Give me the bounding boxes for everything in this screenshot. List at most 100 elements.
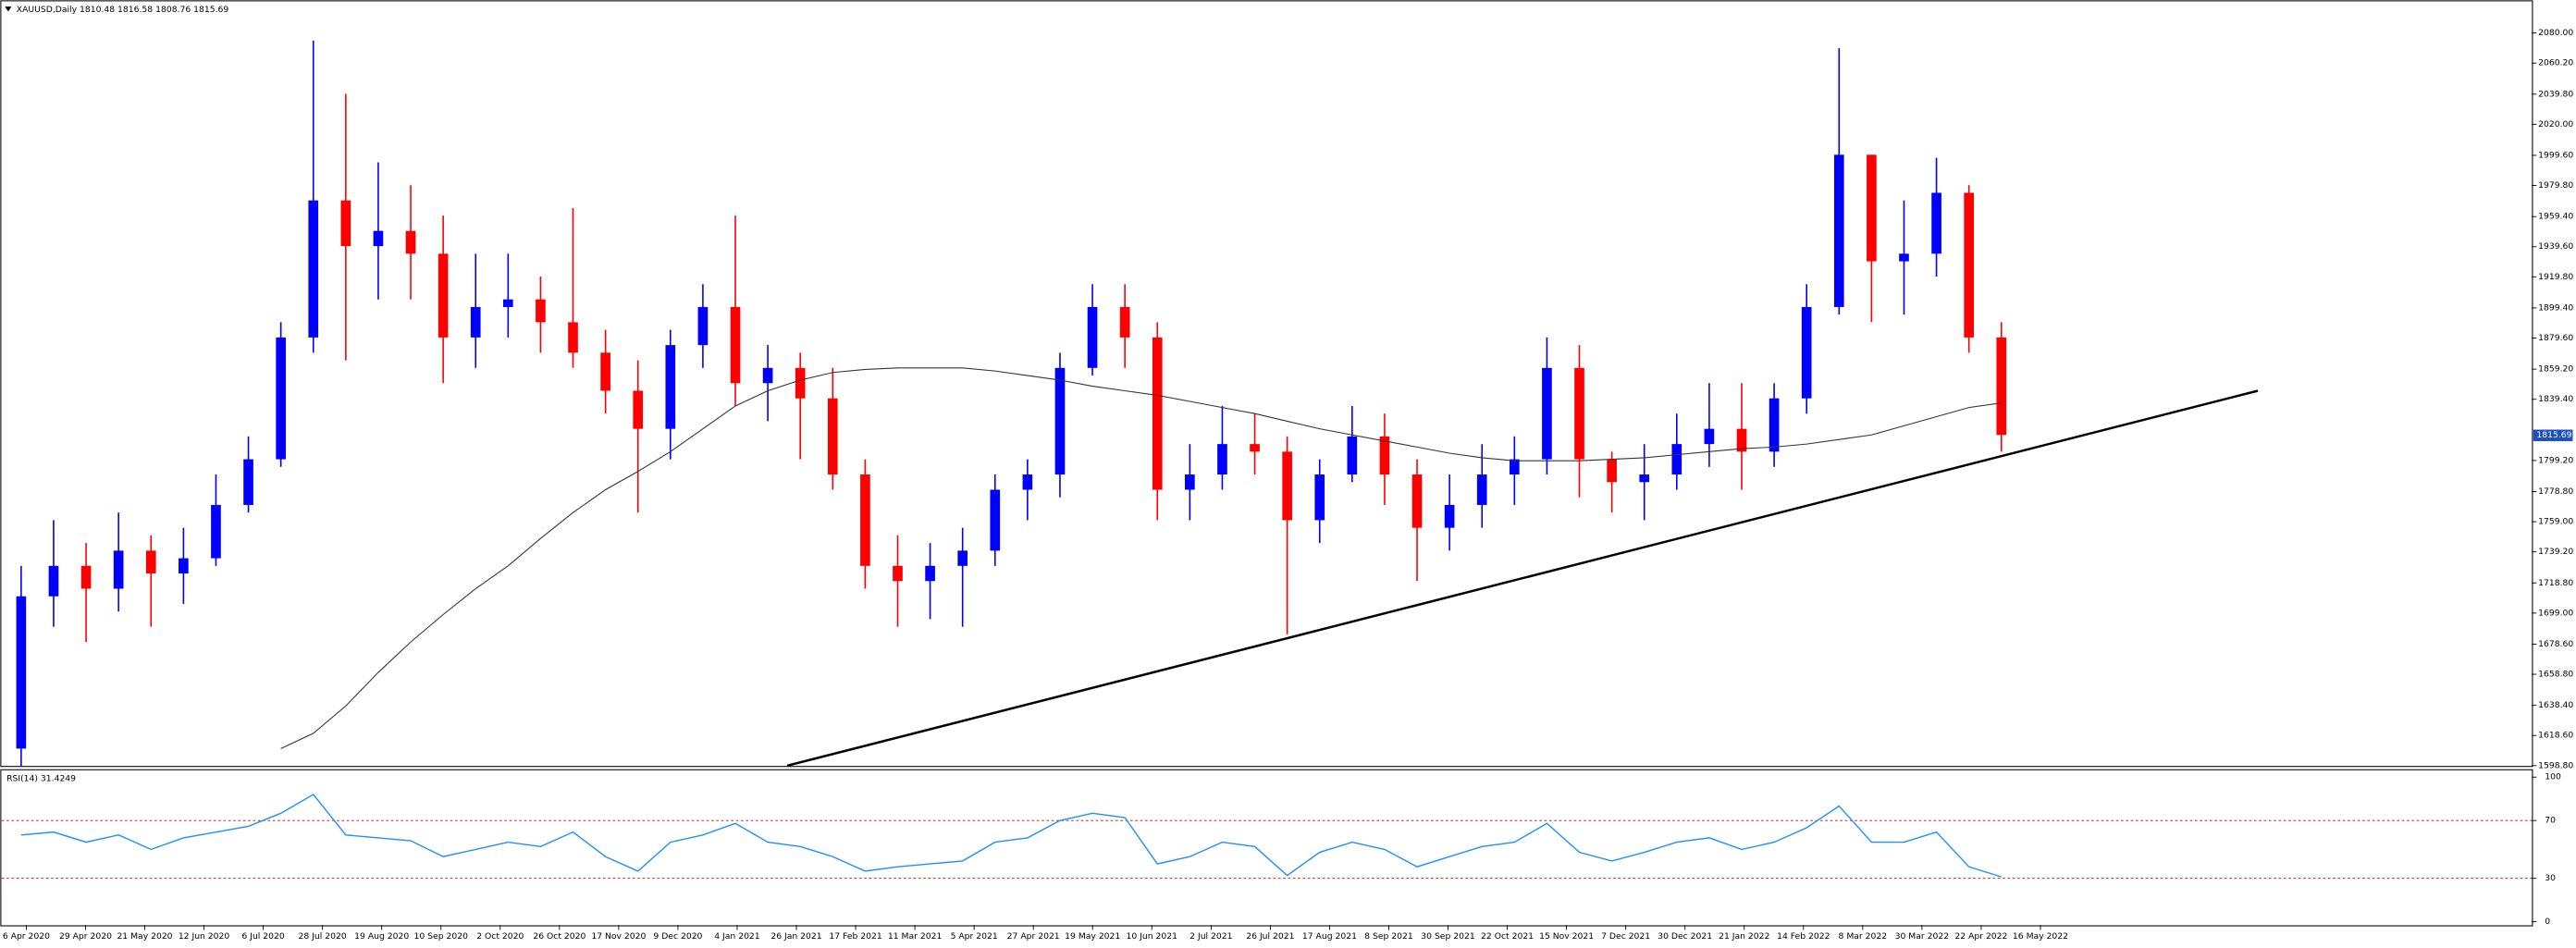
- y-tick-label: 0: [2545, 917, 2550, 927]
- candle-body: [957, 550, 968, 566]
- candle-body: [179, 558, 189, 574]
- candle-body: [536, 299, 546, 323]
- candle-body: [113, 550, 124, 589]
- candle-body: [665, 345, 676, 429]
- candle-body: [600, 352, 610, 391]
- candle-body: [16, 596, 27, 749]
- candle-body: [990, 489, 1001, 551]
- candle-body: [1152, 337, 1163, 490]
- candle-body: [308, 200, 319, 338]
- x-tick-label: 19 Aug 2020: [354, 931, 409, 942]
- candle-body: [1671, 444, 1682, 475]
- rsi-title: RSI(14) 31.4249: [6, 774, 76, 784]
- x-tick-label: 14 Feb 2022: [1777, 931, 1830, 942]
- candle-body: [470, 306, 481, 338]
- candle-body: [1054, 367, 1066, 475]
- y-tick-label: 1778.80: [2538, 486, 2573, 497]
- x-tick-label: 26 Oct 2020: [533, 931, 585, 942]
- candle-body: [568, 322, 578, 353]
- candle-body: [1476, 474, 1487, 505]
- x-tick-label: 21 May 2020: [117, 931, 172, 942]
- y-tick-label: 1959.40: [2538, 212, 2573, 222]
- candle-body: [1087, 306, 1098, 368]
- rsi-line: [20, 794, 2002, 878]
- candle-body: [1931, 192, 1941, 254]
- y-tick-label: 70: [2545, 816, 2556, 826]
- x-tick-label: 5 Apr 2021: [951, 931, 998, 942]
- x-tick-label: 17 Feb 2021: [829, 931, 882, 942]
- candle-body: [1704, 428, 1715, 445]
- y-tick-label: 2080.00: [2538, 28, 2573, 38]
- x-tick-label: 30 Dec 2021: [1658, 931, 1712, 942]
- y-tick-label: 1678.60: [2538, 639, 2573, 649]
- y-tick-label: 2060.20: [2538, 58, 2573, 68]
- candle-body: [1996, 337, 2007, 436]
- x-tick-label: 15 Nov 2021: [1539, 931, 1594, 942]
- candle-body: [1607, 459, 1617, 483]
- x-tick-label: 29 Apr 2020: [59, 931, 112, 942]
- candle-body: [697, 306, 709, 346]
- x-tick-label: 6 Jul 2020: [241, 931, 284, 942]
- x-tick-label: 11 Mar 2021: [888, 931, 943, 942]
- candle-body: [145, 550, 156, 574]
- x-tick-label: 27 Apr 2021: [1007, 931, 1060, 942]
- x-tick-label: 17 Nov 2020: [591, 931, 646, 942]
- x-tick-label: 6 Apr 2020: [3, 931, 50, 942]
- x-tick-label: 4 Jan 2021: [714, 931, 760, 942]
- chart-title: XAUUSD,Daily 1810.48 1816.58 1808.76 181…: [17, 5, 229, 15]
- candle-body: [1411, 474, 1423, 528]
- y-tick-label: 1879.60: [2538, 333, 2573, 343]
- y-tick-label: 2020.00: [2538, 119, 2573, 129]
- x-tick-label: 26 Jan 2021: [770, 931, 821, 942]
- candle-body: [1217, 444, 1227, 475]
- x-tick-label: 26 Jul 2021: [1246, 931, 1294, 942]
- y-tick-label: 1699.00: [2538, 608, 2573, 618]
- x-tick-label: 8 Sep 2021: [1364, 931, 1413, 942]
- x-tick-label: 2 Jul 2021: [1189, 931, 1232, 942]
- y-tick-label: 1718.80: [2538, 578, 2573, 588]
- y-tick-label: 1999.60: [2538, 150, 2573, 160]
- candle-body: [1964, 192, 1975, 338]
- candle-body: [762, 367, 773, 384]
- x-tick-label: 2 Oct 2020: [476, 931, 524, 942]
- candle-body: [1769, 398, 1780, 452]
- candle-body: [633, 390, 644, 429]
- candle-body: [1899, 253, 1909, 262]
- candle-body: [1867, 154, 1877, 262]
- last-price-label: 1815.69: [2536, 430, 2571, 440]
- candle-body: [925, 565, 935, 582]
- candle-body: [1119, 306, 1130, 338]
- candle-body: [860, 474, 870, 566]
- candle-body: [1444, 504, 1455, 528]
- x-tick-label: 30 Sep 2021: [1421, 931, 1475, 942]
- candle-body: [340, 200, 351, 247]
- x-tick-label: 22 Apr 2022: [1954, 931, 2007, 942]
- candle-body: [1542, 367, 1552, 460]
- candle-body: [1379, 436, 1390, 475]
- y-tick-label: 30: [2545, 873, 2556, 883]
- x-tick-label: 10 Jun 2021: [1127, 931, 1178, 942]
- candle-body: [80, 565, 92, 589]
- y-tick-label: 1739.20: [2538, 547, 2573, 557]
- x-tick-label: 28 Jul 2020: [299, 931, 347, 942]
- x-tick-label: 12 Jun 2020: [179, 931, 230, 942]
- x-tick-label: 17 Aug 2021: [1302, 931, 1357, 942]
- candle-body: [1250, 444, 1260, 452]
- candle-body: [1282, 451, 1292, 521]
- candle-body: [1574, 367, 1584, 460]
- menu-arrow[interactable]: [5, 6, 12, 12]
- y-tick-label: 1759.00: [2538, 517, 2573, 527]
- y-tick-label: 1839.40: [2538, 394, 2573, 404]
- candle-body: [1347, 436, 1358, 475]
- rsi-panel: [0, 769, 2533, 927]
- moving-average: [280, 367, 2002, 749]
- x-tick-label: 7 Dec 2021: [1601, 931, 1650, 942]
- candle-body: [438, 253, 449, 338]
- y-tick-label: 1939.60: [2538, 241, 2573, 252]
- x-tick-label: 30 Mar 2022: [1895, 931, 1949, 942]
- y-tick-label: 1859.20: [2538, 364, 2573, 375]
- candle-body: [405, 230, 416, 254]
- y-tick-label: 100: [2545, 772, 2561, 782]
- x-tick-label: 22 Oct 2021: [1481, 931, 1534, 942]
